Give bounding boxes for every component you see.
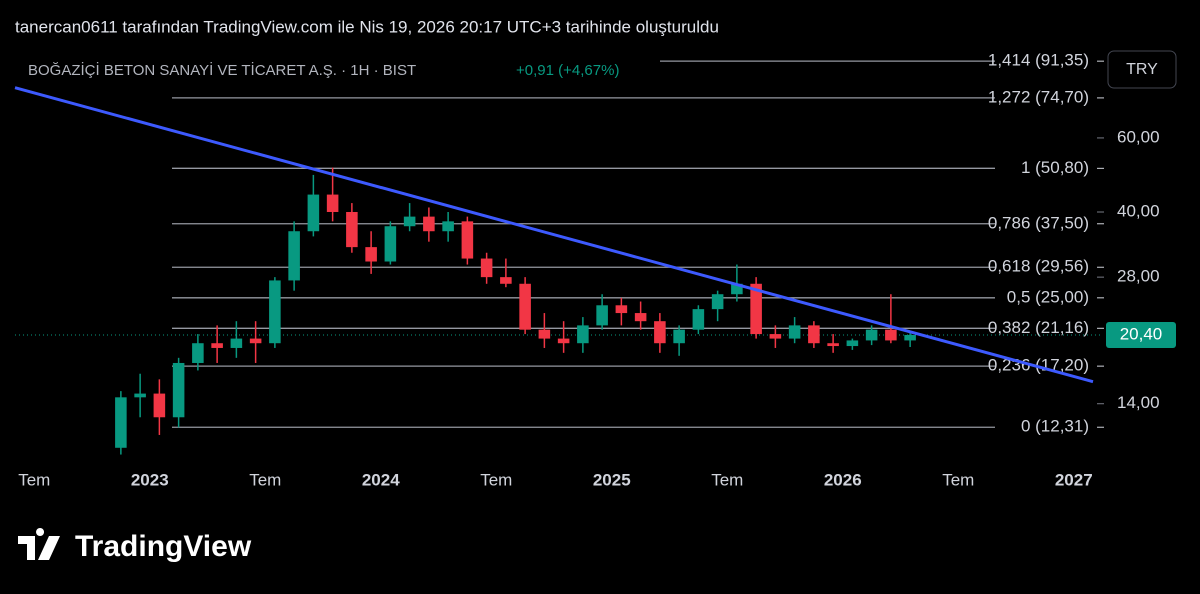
- last-price-badge: [1106, 321, 1176, 348]
- candle-body: [692, 309, 705, 330]
- candle-body: [846, 340, 859, 347]
- x-tick-label: Tem: [480, 470, 512, 489]
- fib-label: 0,382 (21,16): [988, 318, 1089, 337]
- candle-body: [519, 283, 531, 330]
- candle-body: [750, 283, 762, 335]
- x-tick-label: Tem: [942, 470, 974, 489]
- symbol-title: BOĞAZİÇİ BETON SANAYİ VE TİCARET A.Ş. · …: [28, 61, 416, 79]
- candle-body: [480, 258, 493, 278]
- x-tick-label: Tem: [249, 470, 281, 489]
- logo-icon: [18, 528, 60, 560]
- fib-label: 1,414 (91,35): [988, 51, 1089, 70]
- candle-body: [904, 334, 916, 341]
- candle-body: [500, 277, 512, 284]
- change-value: +0,91: [516, 62, 554, 79]
- candle-body: [557, 338, 570, 344]
- x-tick-label: Tem: [18, 470, 50, 489]
- candle-body: [731, 283, 743, 295]
- candle-body: [230, 338, 243, 348]
- currency[interactable]: TRY: [1126, 61, 1158, 78]
- trendline: [14, 86, 1094, 384]
- y-tick-label: 14,00: [1117, 393, 1160, 412]
- candle-body: [423, 216, 435, 232]
- x-tick-label: 2027: [1055, 470, 1093, 489]
- x-tick-label: Tem: [711, 470, 743, 489]
- candle-body: [326, 194, 339, 212]
- candle-body: [885, 329, 897, 341]
- fib-label: 1 (50,80): [1021, 158, 1089, 177]
- candle-body: [365, 247, 377, 262]
- candle-body: [538, 329, 551, 339]
- candle-body: [249, 338, 262, 344]
- fib-label: 0 (12,31): [1021, 417, 1089, 436]
- logo: TradingView: [18, 528, 252, 563]
- candle-body: [288, 231, 300, 281]
- fib-label: 0,618 (29,56): [988, 257, 1089, 276]
- candle-body: [442, 221, 454, 232]
- candle-body: [577, 325, 589, 344]
- candle-body: [711, 294, 724, 310]
- candle-body: [211, 343, 223, 348]
- fib-label: 1,272 (74,70): [988, 87, 1089, 106]
- candle-body: [172, 362, 185, 418]
- candle-body: [192, 343, 204, 363]
- plot: 60,00 40,00 28,00 14,00 Tem 2023 Tem 2024 Tem 202…: [14, 51, 1176, 489]
- candle-body: [788, 325, 801, 339]
- y-tick-label: 60,00: [1117, 127, 1160, 146]
- candle-body: [461, 221, 474, 259]
- candle-body: [615, 305, 628, 314]
- candle-body: [596, 305, 608, 326]
- candle-body: [115, 397, 127, 448]
- candle-body: [654, 321, 666, 344]
- currency-button[interactable]: [1107, 50, 1177, 89]
- candle-body: [384, 226, 397, 262]
- y-tick-label: 28,00: [1117, 267, 1160, 286]
- candle-body: [808, 325, 820, 344]
- candle-body: [865, 329, 878, 341]
- fib-label: 0,5 (25,00): [1007, 287, 1089, 306]
- candle-body: [134, 393, 146, 398]
- candle-body: [634, 313, 647, 322]
- caption: tanercan0611 tarafından TradingView.com …: [15, 17, 719, 36]
- candle-body: [153, 393, 166, 418]
- change: +0,91 (+4,67%): [516, 62, 619, 79]
- x-tick-label: 2026: [824, 470, 862, 489]
- candle-body: [269, 280, 281, 344]
- x-tick-label: 2025: [593, 470, 631, 489]
- y-tick-label: 40,00: [1117, 201, 1160, 220]
- brand: TradingView: [75, 530, 252, 563]
- change-pct: +4,67%: [563, 62, 614, 79]
- fib-label: 0,786 (37,50): [988, 213, 1089, 232]
- x-tick-label: 2023: [131, 470, 169, 489]
- candle-body: [827, 343, 839, 347]
- candle-body: [403, 216, 416, 227]
- candle-body: [346, 211, 358, 248]
- candle-body: [673, 329, 685, 344]
- last-price-label: 20,40: [1120, 324, 1163, 343]
- candle-body: [769, 334, 782, 339]
- x-tick-label: 2024: [362, 470, 400, 489]
- candle-body: [307, 194, 320, 232]
